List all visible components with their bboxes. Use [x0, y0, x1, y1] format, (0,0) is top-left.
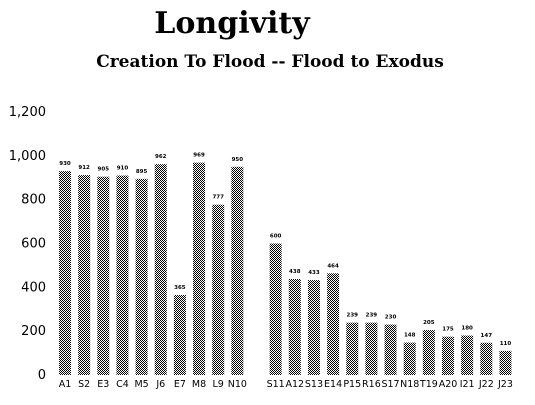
x-axis: A1 S2 E3 C4 M5 J6 E7 M8 L9 N10 S11 A12 S13 E14 P15 R16 S…: [59, 379, 513, 390]
x-tick-label: E7: [174, 379, 186, 390]
bar: [480, 342, 493, 375]
data-label: 239: [347, 313, 359, 319]
y-axis: 0 200 400 600 800 1,000 1,200: [9, 105, 46, 383]
data-label: 438: [289, 269, 301, 275]
data-label: 962: [155, 154, 167, 160]
y-tick-label: 400: [21, 280, 46, 295]
y-tick-label: 200: [21, 324, 46, 339]
x-tick-label: N10: [228, 379, 247, 390]
bar-series: 930 912 905 910 895 962 365 969 777 950 600 438 433 4…: [59, 153, 512, 375]
x-tick-label: P15: [343, 379, 361, 390]
data-label: 905: [98, 167, 110, 173]
data-label: 895: [136, 169, 148, 175]
bar: [97, 176, 110, 375]
bar: [154, 164, 167, 375]
data-label: 205: [423, 320, 435, 326]
bar: [327, 273, 340, 375]
data-label: 912: [78, 165, 90, 171]
bar: [384, 324, 397, 375]
data-label: 600: [270, 234, 282, 240]
x-tick-label: T19: [419, 379, 438, 390]
bar: [422, 330, 435, 375]
data-label: 464: [327, 263, 339, 269]
data-label: 110: [500, 341, 512, 347]
x-tick-label: E3: [97, 379, 109, 390]
data-label: 969: [193, 153, 205, 159]
data-label: 910: [117, 166, 129, 172]
x-tick-label: A1: [59, 379, 72, 390]
data-label: 230: [385, 315, 397, 321]
data-label: 433: [308, 270, 320, 276]
x-tick-label: M8: [192, 379, 206, 390]
data-label: 950: [232, 157, 244, 163]
bar: [212, 204, 225, 375]
bar: [403, 342, 416, 375]
bar: [59, 171, 71, 375]
data-label: 365: [174, 285, 186, 291]
x-tick-label: M5: [134, 379, 148, 390]
x-tick-label: S11: [267, 379, 285, 390]
bar: [442, 336, 454, 375]
y-tick-label: 600: [21, 237, 46, 252]
x-tick-label: J23: [497, 379, 513, 390]
bar: [173, 295, 186, 375]
chart-subtitle: Creation To Flood -- Flood to Exodus: [96, 52, 444, 72]
x-tick-label: S2: [78, 379, 90, 390]
data-label: 175: [442, 327, 454, 333]
x-tick-label: C4: [116, 379, 129, 390]
y-tick-label: 1,200: [9, 105, 46, 120]
data-label: 148: [404, 333, 416, 339]
x-tick-label: J6: [155, 379, 165, 390]
bar: [288, 279, 301, 375]
x-tick-label: R16: [362, 379, 381, 390]
bar: [193, 162, 206, 375]
y-tick-label: 1,000: [9, 149, 46, 164]
chart-title: Longivity: [154, 6, 311, 41]
bar: [499, 350, 512, 375]
x-tick-label: L9: [213, 379, 224, 390]
x-tick-label: I21: [460, 379, 475, 390]
bar: [78, 175, 91, 375]
x-tick-label: N18: [400, 379, 419, 390]
bar: [346, 322, 359, 375]
x-tick-label: S17: [381, 379, 399, 390]
bar: [307, 280, 320, 375]
x-tick-label: A12: [286, 379, 305, 390]
x-tick-label: E14: [324, 379, 342, 390]
bar: [269, 243, 282, 375]
x-tick-label: A20: [439, 379, 458, 390]
bar: [365, 322, 378, 375]
bar: [461, 335, 474, 375]
bar: [135, 178, 148, 375]
data-label: 180: [461, 326, 473, 332]
data-label: 777: [212, 195, 224, 201]
x-tick-label: J22: [478, 379, 494, 390]
y-tick-label: 800: [21, 193, 46, 208]
y-tick-label: 0: [38, 368, 46, 383]
bar: [116, 175, 129, 375]
data-label: 147: [481, 333, 493, 339]
x-tick-label: S13: [305, 379, 323, 390]
data-label: 930: [59, 161, 71, 167]
data-label: 239: [366, 313, 378, 319]
bar: [231, 166, 244, 375]
